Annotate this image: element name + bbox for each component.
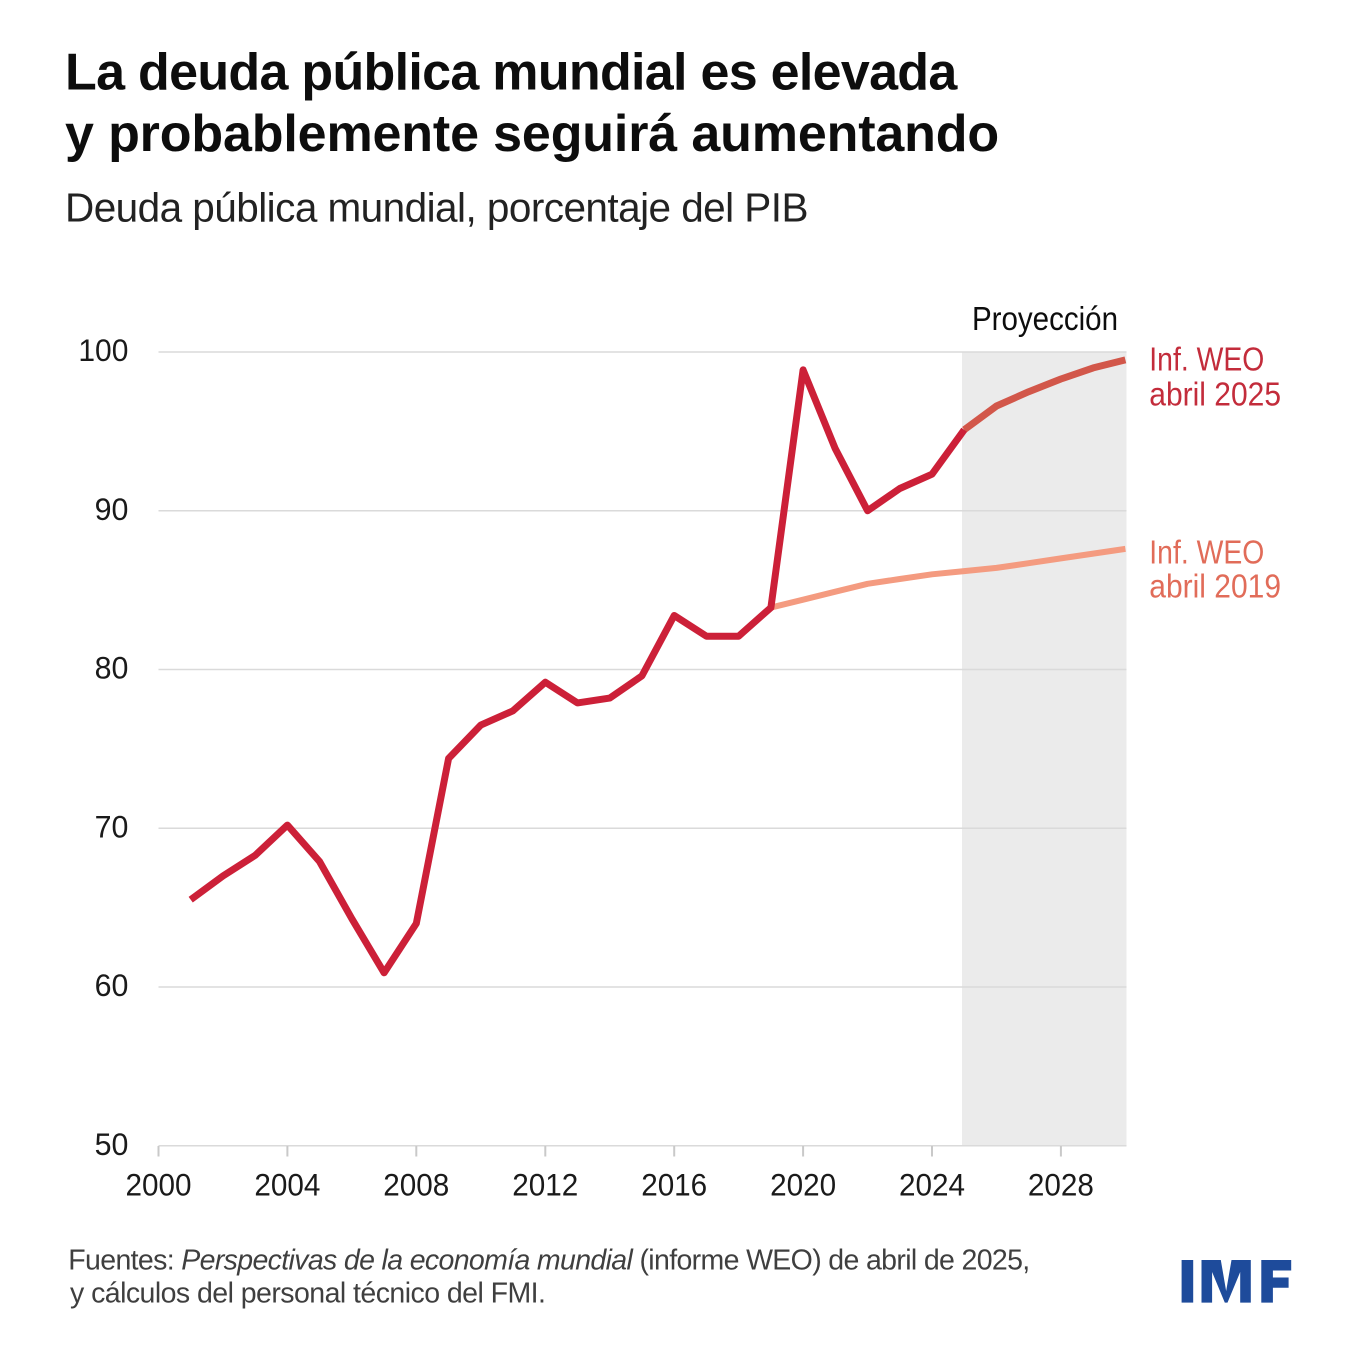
svg-text:2012: 2012 [512,1167,578,1203]
svg-text:La deuda pública mundial es el: La deuda pública mundial es elevada [65,44,958,102]
svg-text:2000: 2000 [126,1167,192,1203]
svg-text:70: 70 [95,808,129,844]
svg-text:2004: 2004 [254,1167,320,1203]
svg-text:abril 2019: abril 2019 [1149,568,1281,606]
svg-text:60: 60 [95,967,129,1003]
svg-text:Fuentes: Perspectivas de la ec: Fuentes: Perspectivas de la economía mun… [68,1244,1029,1276]
svg-text:2024: 2024 [899,1167,965,1203]
svg-text:Deuda pública mundial, porcent: Deuda pública mundial, porcentaje del PI… [65,185,808,231]
svg-text:90: 90 [95,491,129,527]
svg-text:Proyección: Proyección [972,300,1118,337]
svg-text:abril 2025: abril 2025 [1149,376,1281,414]
svg-text:100: 100 [78,332,128,368]
svg-text:2016: 2016 [641,1167,707,1203]
svg-text:2028: 2028 [1028,1167,1094,1203]
svg-text:Inf. WEO: Inf. WEO [1149,534,1264,572]
svg-text:2008: 2008 [383,1167,449,1203]
svg-text:y cálculos del personal técnic: y cálculos del personal técnico del FMI. [70,1278,545,1310]
svg-text:2020: 2020 [770,1167,836,1203]
svg-text:Inf. WEO: Inf. WEO [1149,341,1264,379]
svg-text:80: 80 [95,650,129,686]
svg-text:50: 50 [95,1126,129,1162]
svg-text:y probablemente seguirá aument: y probablemente seguirá aumentando [65,105,999,163]
